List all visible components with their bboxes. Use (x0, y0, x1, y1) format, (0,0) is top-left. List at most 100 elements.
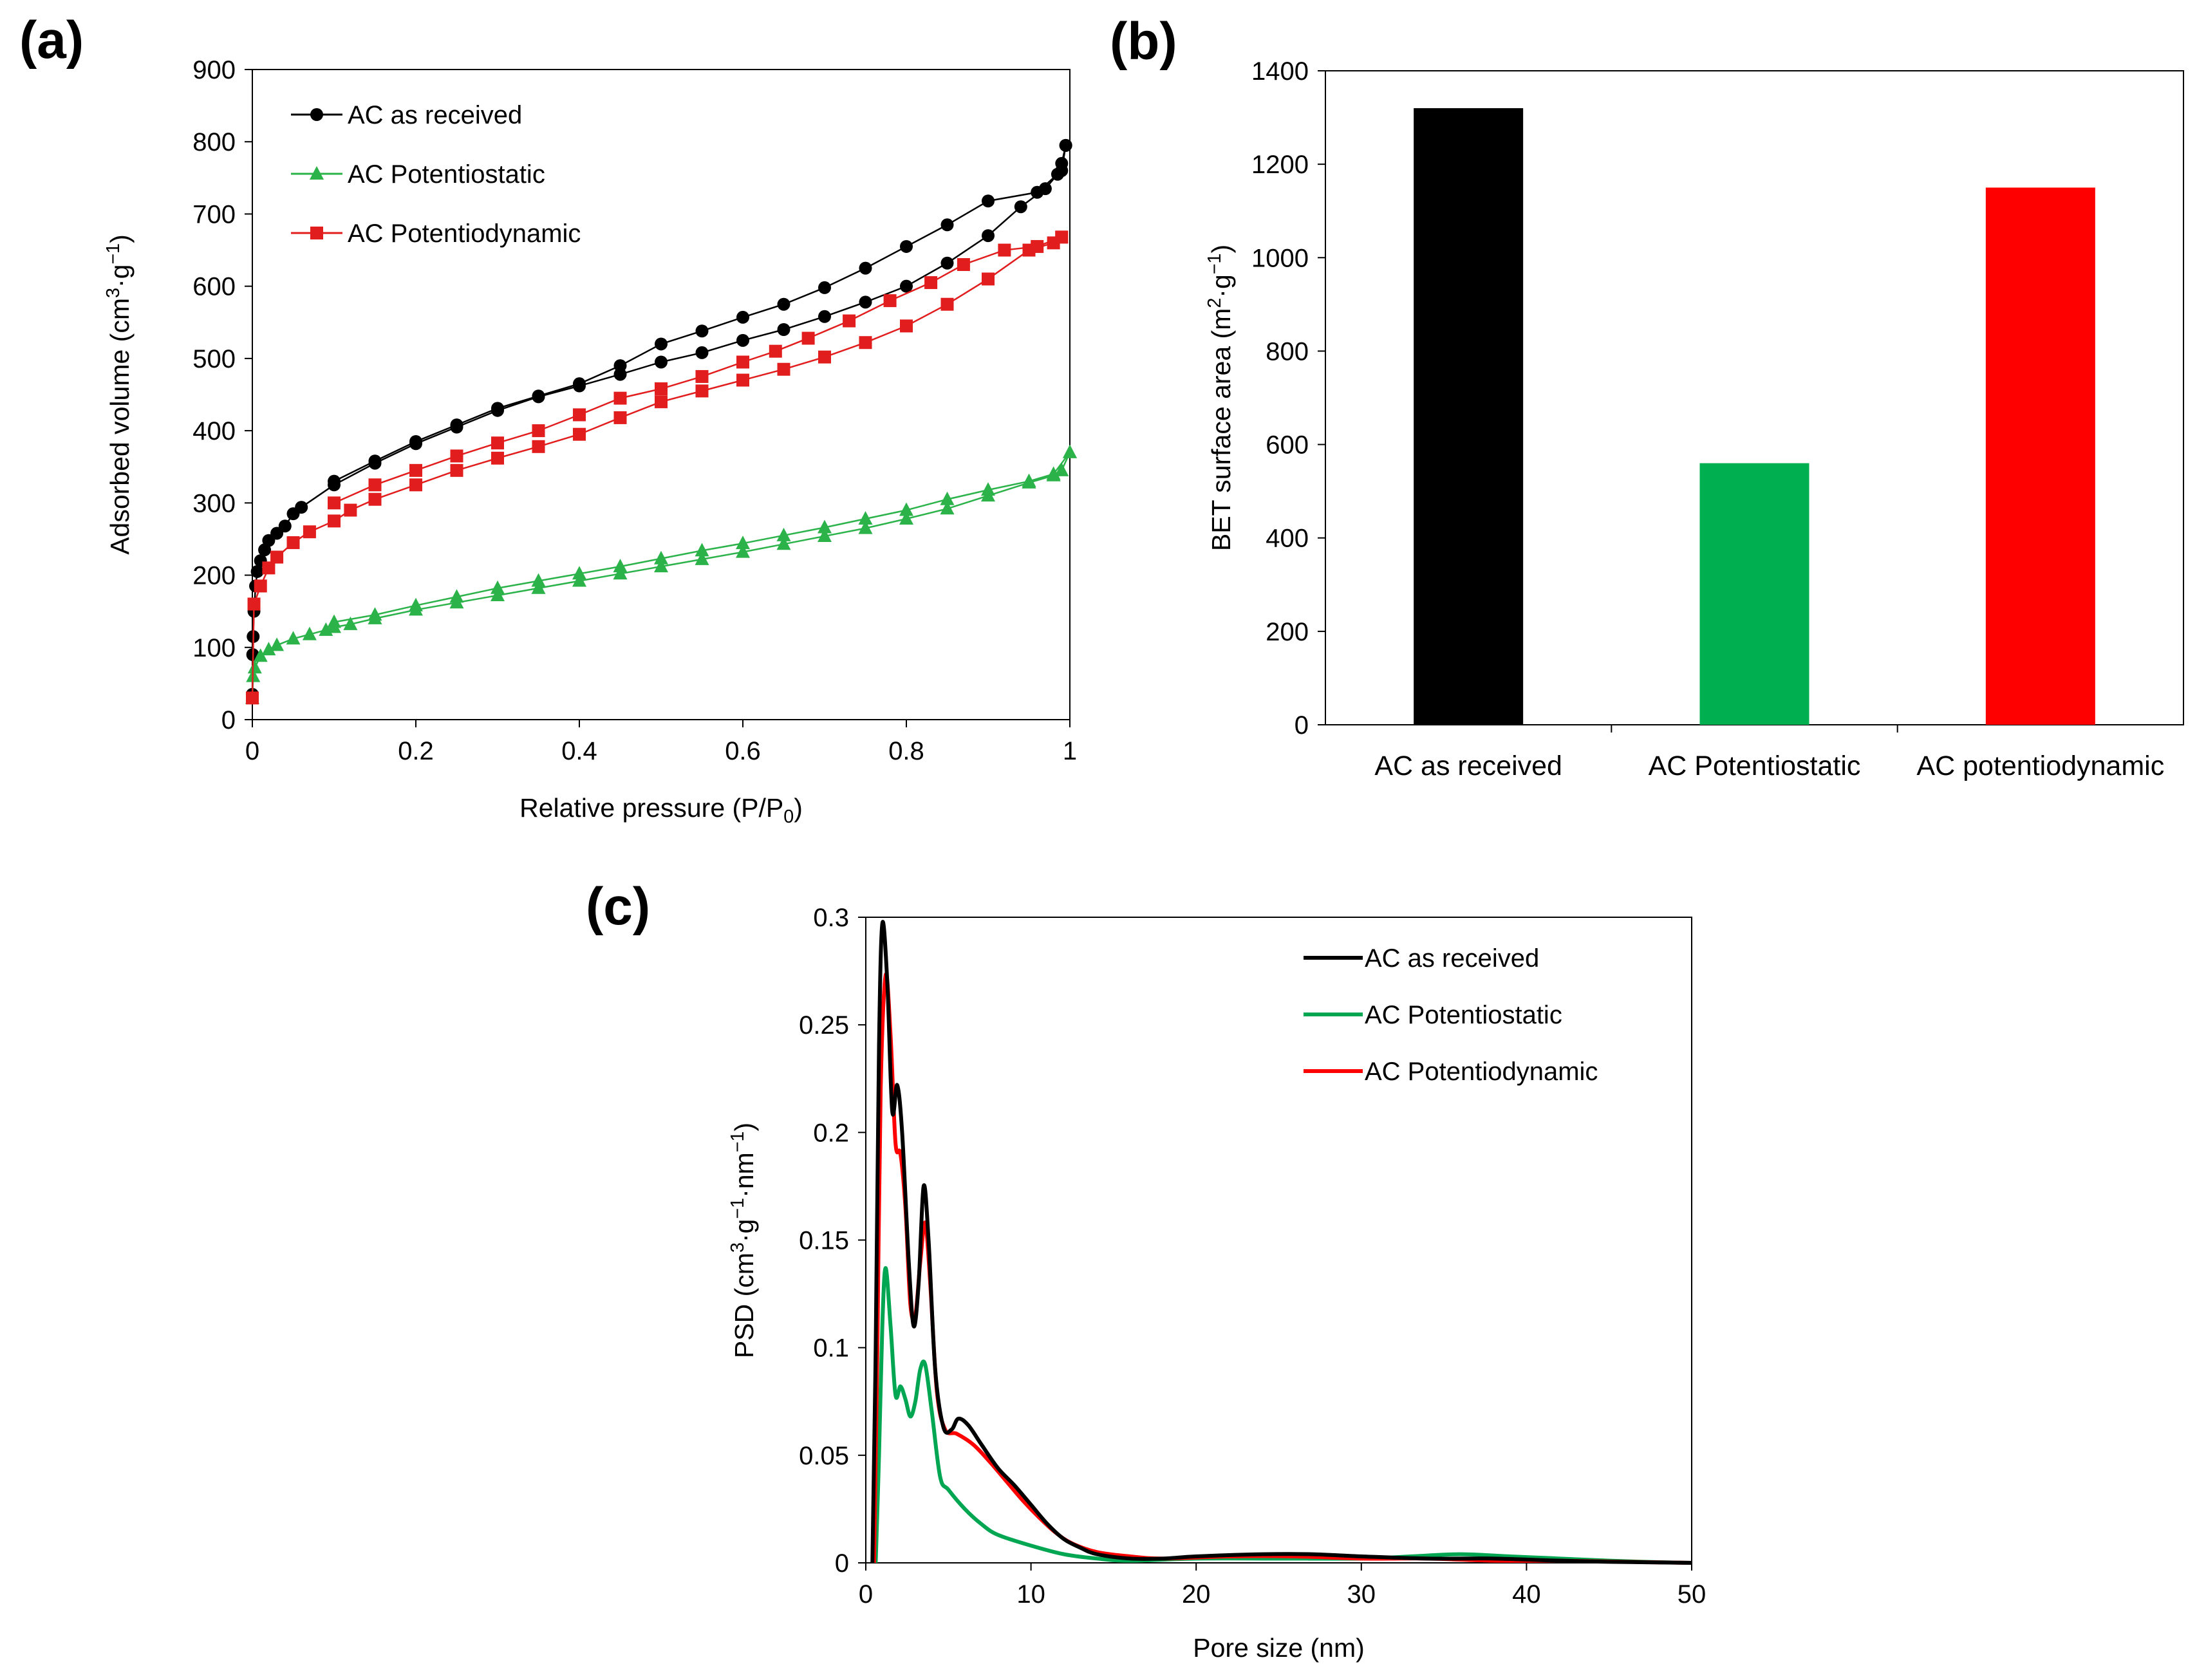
chart-a-adsorption-point (572, 573, 586, 587)
chart-a-desorption-point (450, 449, 463, 463)
chart-c-plot-frame (865, 917, 1692, 1563)
chart-a-series-2 (246, 230, 1069, 705)
chart-a-adsorption-point (655, 395, 668, 409)
chart-a-desorption-point (818, 281, 831, 294)
chart-a-adsorption-point (491, 451, 504, 465)
chart-a-adsorption-point (270, 550, 284, 564)
chart-a-adsorption-point (262, 561, 276, 575)
chart-a-adsorption-point (253, 648, 268, 662)
chart-a-adsorption-point (940, 256, 954, 270)
chart-a-desorption-point (1055, 230, 1069, 244)
chart-a-desorption-point (818, 519, 832, 534)
chart-a-adsorption-point (278, 519, 292, 533)
chart-a-desorption-point (924, 276, 938, 290)
chart-c-legend-label: AC as received (1365, 944, 1539, 973)
chart-a-ytick-label: 500 (192, 345, 236, 373)
chart-b-xtick-label: AC Potentiostatic (1649, 751, 1861, 781)
chart-a-adsorption-point (736, 544, 750, 558)
chart-b-xtick-label: AC as received (1374, 751, 1562, 781)
chart-b-bar (1414, 108, 1524, 725)
chart-a-adsorption-point (295, 501, 308, 514)
chart-c-legend-label: AC Potentiostatic (1365, 1001, 1562, 1029)
chart-a-desorption-point (859, 261, 872, 275)
chart-a-desorption-point (899, 502, 913, 516)
chart-b-bar (1699, 463, 1809, 725)
chart-a-adsorption-point (303, 525, 316, 539)
chart-a-xtick-label: 0.8 (888, 737, 924, 765)
chart-a-legend-marker (310, 108, 323, 121)
chart-c-panel-label: (c) (586, 877, 651, 936)
chart-c-ytick-label: 0.05 (799, 1442, 849, 1470)
chart-a-series-0 (246, 138, 1072, 701)
chart-a-ytick-label: 800 (192, 128, 236, 156)
chart-a-desorption-point (328, 496, 341, 510)
chart-b: 0 200 400 600 800 1000 1200 1400 AC as received A… (1251, 57, 2184, 781)
chart-a-desorption-point (613, 391, 627, 405)
chart-a-xlabel: Relative pressure (P/P0) (519, 793, 803, 828)
chart-a-adsorption-point (247, 597, 261, 611)
chart-a-adsorption-point (858, 520, 873, 534)
chart-c-xtick-label: 40 (1512, 1580, 1541, 1609)
chart-b-panel-label: (b) (1110, 12, 1177, 71)
chart-a-desorption-point (654, 550, 668, 565)
chart-c-ytick-label: 0.1 (813, 1334, 849, 1363)
chart-c-ytick-label: 0.3 (813, 904, 849, 932)
chart-b-ytick-label: 1000 (1251, 244, 1309, 272)
chart-a-desorption-point (695, 369, 709, 383)
chart-a-adsorption-point (982, 229, 995, 243)
chart-a-ytick-label: 100 (192, 634, 236, 662)
chart-a-adsorption-point (450, 463, 463, 477)
chart-a-adsorption-point (736, 373, 749, 387)
chart-c-xtick-label: 20 (1182, 1580, 1211, 1609)
chart-a-desorption-point (1031, 239, 1044, 253)
chart-a-adsorption-point (246, 691, 259, 705)
chart-a-desorption-point (981, 482, 995, 496)
chart-c-xlabel: Pore size (nm) (1193, 1633, 1365, 1663)
chart-a-desorption-point (531, 573, 546, 587)
chart-a-adsorption-point (344, 503, 357, 517)
chart-a-desorption-point (1046, 466, 1061, 480)
chart-b-ytick-label: 200 (1266, 618, 1309, 646)
chart-a-adsorption-point (1014, 200, 1027, 214)
chart-a-desorption-point (736, 310, 749, 324)
chart-c-series-line (870, 920, 1692, 1565)
chart-a-adsorption-point (491, 587, 505, 601)
chart-b-xtick-label: AC potentiodynamic (1916, 751, 2164, 781)
chart-a-desorption-point (695, 324, 709, 338)
chart-a-ylabel: Adsorbed volume (cm3·g−1) (103, 234, 135, 555)
chart-a-legend-label: AC as received (348, 101, 522, 129)
chart-c-ylabel: PSD (cm3·g−1·nm−1) (727, 1122, 759, 1358)
chart-a-desorption-line (333, 236, 1062, 504)
chart-a-adsorption-point (859, 336, 872, 350)
chart-a-adsorption-point (302, 626, 317, 640)
chart-b-ytick-label: 800 (1266, 337, 1309, 366)
chart-a-adsorption-point (940, 501, 955, 515)
chart-a-adsorption-point (270, 637, 285, 651)
chart-a-legend-label: AC Potentiodynamic (348, 219, 581, 248)
chart-a-desorption-point (409, 434, 422, 448)
chart-a-adsorption-point (409, 478, 422, 492)
chart-a-desorption-point (368, 454, 382, 468)
chart-a-ytick-label: 200 (192, 562, 236, 590)
chart-a-desorption-point (940, 218, 954, 232)
chart-a-adsorption-point (695, 551, 709, 565)
chart-a-desorption-point (532, 424, 545, 438)
chart-a-panel-label: (a) (19, 11, 84, 70)
chart-a-desorption-point (491, 402, 504, 415)
chart-a-xtick-label: 0.6 (725, 737, 761, 765)
chart-a-adsorption-point (328, 514, 341, 528)
chart-a-desorption-point (1031, 185, 1044, 199)
chart-c-ytick-label: 0.25 (799, 1011, 849, 1040)
chart-a-legend-marker (310, 166, 324, 180)
chart-c-ytick-label: 0.15 (799, 1227, 849, 1255)
chart-a-adsorption-point (818, 310, 831, 323)
chart-b-ytick-label: 1200 (1251, 151, 1309, 179)
chart-a-desorption-point (1022, 473, 1036, 487)
chart-b-bar (1985, 187, 2095, 725)
chart-a-desorption-point (573, 377, 586, 391)
chart-a-desorption-point (736, 536, 750, 550)
chart-a-adsorption-point (261, 642, 276, 656)
chart-a-desorption-point (532, 389, 545, 403)
chart-a-adsorption-point (818, 528, 832, 542)
chart-c-series-line (874, 1265, 1692, 1565)
